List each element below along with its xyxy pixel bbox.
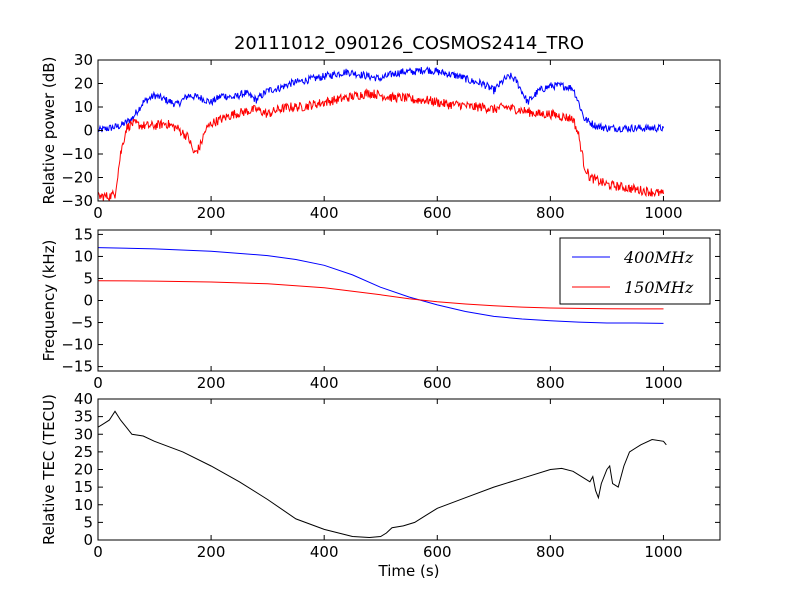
y-tick-label: 20 — [74, 75, 93, 93]
panel-2-series-1-line — [98, 247, 664, 324]
x-tick-label: 1000 — [644, 374, 682, 392]
x-axis-label: Time (s) — [378, 562, 440, 580]
y-tick-label: 10 — [74, 496, 93, 514]
y-tick-label: −5 — [71, 314, 93, 332]
x-tick-label: 0 — [93, 204, 103, 222]
x-tick-label: 600 — [423, 374, 452, 392]
x-tick-label: 400 — [310, 543, 339, 561]
x-tick-label: 800 — [536, 543, 565, 561]
y-axis-label: Relative power (dB) — [40, 57, 58, 205]
y-tick-label: −10 — [61, 336, 93, 354]
x-tick-label: 800 — [536, 374, 565, 392]
x-tick-label: 1000 — [644, 543, 682, 561]
y-tick-label: 35 — [74, 408, 93, 426]
x-tick-label: 800 — [536, 204, 565, 222]
y-tick-label: 0 — [83, 122, 93, 140]
x-tick-label: 200 — [197, 543, 226, 561]
legend-label: 150MHz — [624, 278, 694, 297]
panel-1: 0 200 400 600 800 1000 30 20 10 0 −10 −20 −30Relativ… — [40, 51, 721, 222]
x-tick-label: 600 — [423, 543, 452, 561]
legend: 400MHz 150MHz — [559, 237, 711, 305]
chart-title: 20111012_090126_COSMOS2414_TRO — [234, 33, 584, 54]
y-axis-label: Frequency (kHz) — [40, 240, 58, 362]
legend-label: 400MHz — [623, 248, 694, 267]
x-tick-label: 200 — [197, 204, 226, 222]
panel-1-frame — [97, 59, 721, 202]
panel-1-series-2-line — [98, 88, 664, 201]
x-tick-label: 1000 — [644, 204, 682, 222]
y-tick-label: 25 — [74, 443, 93, 461]
x-tick-label: 200 — [197, 374, 226, 392]
y-tick-label: 40 — [74, 390, 93, 408]
y-tick-label: 20 — [74, 461, 93, 479]
y-tick-label: −20 — [61, 169, 93, 187]
panel-1-series-1-line — [98, 66, 664, 134]
y-tick-label: 30 — [74, 425, 93, 443]
y-tick-label: 0 — [83, 531, 93, 549]
y-axis-label: Relative TEC (TECU) — [40, 394, 58, 545]
panel-3-frame — [97, 398, 721, 541]
y-tick-label: 0 — [83, 292, 93, 310]
y-tick-label: 5 — [83, 513, 93, 531]
x-tick-label: 0 — [93, 543, 103, 561]
y-tick-label: 10 — [74, 98, 93, 116]
y-tick-label: 5 — [83, 269, 93, 287]
y-tick-label: 30 — [74, 51, 93, 69]
y-tick-label: 15 — [74, 478, 93, 496]
y-tick-label: −10 — [61, 145, 93, 163]
x-tick-label: 600 — [423, 204, 452, 222]
x-tick-label: 400 — [310, 374, 339, 392]
y-tick-label: 15 — [74, 225, 93, 243]
panel-2-series-2-line — [98, 280, 664, 310]
x-tick-label: 400 — [310, 204, 339, 222]
y-tick-label: −15 — [61, 358, 93, 376]
y-tick-label: −30 — [61, 192, 93, 210]
legend-box — [559, 237, 711, 305]
x-tick-label: 0 — [93, 374, 103, 392]
panel-2: 0 200 400 600 800 1000 15 10 5 0 −5 −10 −15Frequency… — [40, 225, 721, 392]
panel-3-series-1-line — [98, 410, 667, 539]
y-tick-label: 10 — [74, 247, 93, 265]
